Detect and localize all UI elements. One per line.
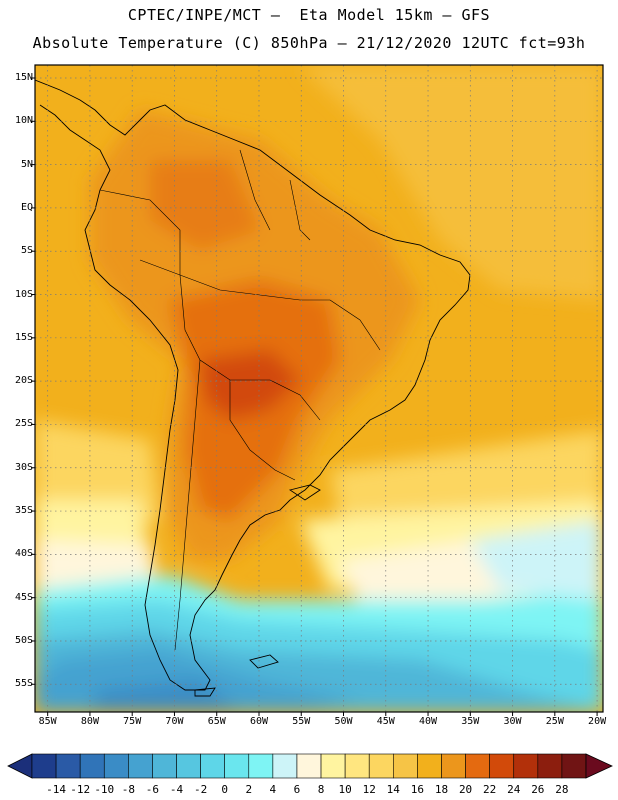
colorbar-swatch [561,753,587,779]
lon-label: 70W [165,716,184,727]
lon-label: 60W [249,716,269,727]
lat-label: 40S [14,548,33,560]
colorbar-swatch [200,753,225,779]
colorbar-label: 10 [338,783,352,796]
lat-label: 30S [14,461,33,473]
colorbar-label: 6 [293,783,301,796]
lat-label: 35S [14,505,33,517]
colorbar-label: 24 [507,783,521,796]
colorbar-swatch [513,753,539,779]
lat-label: 25S [14,418,33,430]
colorbar-swatch [417,753,442,779]
colorbar-swatch [55,753,81,779]
colorbar-swatch [103,753,129,779]
colorbar-label: 14 [386,783,400,796]
colorbar-swatch [489,753,515,779]
lat-label: 10N [14,115,33,127]
colorbar-label: -10 [94,783,115,796]
colorbar-label: 22 [483,783,497,796]
colorbar-label: -4 [169,783,184,796]
colorbar-label: 0 [221,783,228,796]
lat-label: 15N [14,71,33,83]
colorbar-label: -14 [46,783,67,796]
country-borders [99,149,381,651]
colorbar-swatch [393,753,418,779]
colorbar-swatch [441,753,466,779]
colorbar-label: -12 [70,783,91,796]
colorbar-swatch [176,753,201,779]
axis-ticks [31,77,598,716]
map-title-line2: Absolute Temperature (C) 850hPa – 21/12/… [32,34,586,52]
colorbar-swatch [272,753,298,779]
lat-label: 45S [14,591,33,603]
map-title-line1: CPTEC/INPE/MCT – Eta Model 15km – GFS [127,6,491,24]
colorbar-swatch [465,753,490,779]
lon-label: 65W [207,716,226,727]
lon-label: 40W [419,716,438,727]
colorbar-swatch [368,753,394,779]
colorbar-swatch [248,753,274,779]
colorbar-label: 4 [269,783,277,796]
colorbar-swatch [320,753,346,779]
lon-label: 45W [376,716,395,727]
colorbar-label: 28 [555,783,569,796]
colorbar-swatch [31,753,57,779]
lon-label: 85W [38,716,57,727]
colorbar-label: -6 [145,783,160,796]
colorbar-label: 8 [317,783,325,796]
lon-label: 25W [545,716,564,727]
colorbar-label: 16 [410,783,425,796]
lon-label: 50W [334,716,353,727]
lon-label: 75W [123,716,142,727]
lat-label: 5S [20,245,33,257]
lat-label: 10S [14,288,33,300]
colorbar-label: 18 [434,783,449,796]
colorbar-label: -8 [121,783,135,796]
plot-frame [34,64,604,713]
temperature-field [35,65,603,712]
colorbar-swatch [537,753,563,779]
colorbar-swatch [152,753,177,779]
lat-label: 15S [14,331,33,343]
lat-label: 20S [14,375,33,387]
colorbar-label: 2 [245,783,253,796]
colorbar [7,753,613,779]
lon-label: 35W [461,716,480,727]
lon-label: 55W [292,716,311,727]
colorbar-swatch [296,753,322,779]
colorbar-low-arrow [7,753,33,779]
colorbar-high-arrow [585,753,613,779]
colorbar-swatch [128,753,153,779]
colorbar-swatch [224,753,250,779]
lat-label: EQ [20,201,33,213]
colorbar-swatch [344,753,370,779]
colorbar-label: 26 [531,783,545,796]
lat-label: 5N [20,158,33,170]
lon-label: 80W [80,716,99,727]
colorbar-label: 20 [458,783,473,796]
lat-label: 55S [14,678,33,690]
coastline [35,79,471,697]
lat-label: 50S [14,634,33,646]
colorbar-label: -2 [193,783,208,796]
lon-label: 20W [588,716,607,727]
colorbar-label: 12 [362,783,376,796]
colorbar-swatch [79,753,105,779]
lon-label: 30W [503,716,522,727]
